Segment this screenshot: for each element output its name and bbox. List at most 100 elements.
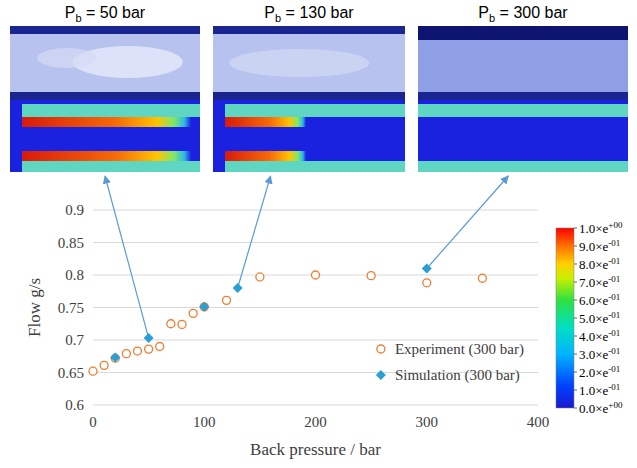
legend: Experiment (300 bar) Simulation (300 bar) <box>376 341 524 384</box>
y-tick-label: 0.9 <box>65 202 84 218</box>
photo-wall <box>213 26 405 34</box>
colorbar-tick <box>574 318 577 319</box>
colorbar-label-exponent: -01 <box>608 292 620 302</box>
annotation-arrow <box>238 176 271 288</box>
colorbar-label-mantissa: 4.0×e <box>579 329 609 344</box>
grid <box>93 210 538 405</box>
colorbar-tick-label: 2.0×e-01 <box>579 364 620 380</box>
data-point <box>312 271 320 279</box>
data-point <box>178 320 186 328</box>
colorbar-label-exponent: -01 <box>608 274 620 284</box>
panel-image <box>213 26 405 172</box>
colorbar-tick <box>574 300 577 301</box>
colorbar-label-exponent: +00 <box>608 220 623 230</box>
colorbar-label-exponent: -01 <box>608 382 620 392</box>
photo-background <box>418 26 628 100</box>
x-tick-label: 300 <box>416 414 439 430</box>
colorbar-label-mantissa: 9.0×e <box>579 239 609 254</box>
data-point <box>200 303 208 311</box>
sim-wall <box>225 104 405 117</box>
grid-line <box>93 405 538 406</box>
annotation-arrow <box>427 176 509 269</box>
colorbar-tick <box>574 408 577 409</box>
panel-title: Pb = 300 bar <box>478 4 568 24</box>
sim-background <box>10 100 200 172</box>
colorbar-tick-label: 5.0×e-01 <box>579 310 620 326</box>
y-tick-label: 0.65 <box>58 365 84 381</box>
sim-wall <box>225 161 405 172</box>
colorbar-tick-label: 1.0×e-01 <box>579 382 620 398</box>
panel-title-main: P <box>478 4 489 21</box>
colorbar-tick <box>574 372 577 373</box>
colorbar-label-mantissa: 8.0×e <box>579 257 609 272</box>
colorbar-tick <box>574 282 577 283</box>
panel-title-rest: = 300 bar <box>495 4 568 21</box>
photo-wall <box>213 92 405 100</box>
data-point <box>367 272 375 280</box>
colorbar-label-exponent: -01 <box>608 364 620 374</box>
annotation-arrow <box>105 176 149 338</box>
panel-title: Pb = 50 bar <box>65 4 146 24</box>
grid-line <box>93 242 538 243</box>
panel-title: Pb = 130 bar <box>264 4 354 24</box>
data-point <box>478 274 486 282</box>
colorbar-label-exponent: -01 <box>608 238 620 248</box>
colorbar-tick <box>574 390 577 391</box>
legend-label: Experiment (300 bar) <box>395 341 524 358</box>
data-point <box>134 347 142 355</box>
colorbar-tick-label: 4.0×e-01 <box>579 328 620 344</box>
colorbar-label-mantissa: 0.0×e <box>579 401 609 416</box>
photo-spray <box>229 49 369 77</box>
data-point <box>189 309 197 317</box>
data-point <box>145 345 153 353</box>
colorbar-tick-label: 7.0×e-01 <box>579 274 620 290</box>
colorbar-tick <box>574 246 577 247</box>
colorbar-label-exponent: -01 <box>608 310 620 320</box>
colorbar-label-mantissa: 5.0×e <box>579 311 609 326</box>
panel-title-main: P <box>264 4 275 21</box>
colorbar-label-mantissa: 2.0×e <box>579 365 609 380</box>
x-tick-label: 400 <box>527 414 550 430</box>
colorbar-label-mantissa: 7.0×e <box>579 275 609 290</box>
colorbar-label-exponent: +00 <box>608 400 623 410</box>
legend-marker <box>376 370 386 380</box>
data-point <box>223 296 231 304</box>
y-axis-title: Flow g/s <box>25 278 44 337</box>
colorbar-tick <box>574 354 577 355</box>
photo-wall <box>418 92 628 100</box>
data-point <box>233 283 243 293</box>
sim-background <box>213 100 405 172</box>
grid-line <box>93 210 538 211</box>
data-point <box>89 367 97 375</box>
sim-wall <box>22 161 200 172</box>
photo-wall <box>418 26 628 40</box>
photo-spray <box>37 48 97 68</box>
y-tick-label: 0.85 <box>58 235 84 251</box>
colorbar-label-mantissa: 1.0×e <box>579 383 609 398</box>
panel-title-main: P <box>65 4 76 21</box>
figure: Pb = 50 bar Pb = 130 bar Pb = 300 bar 0.6 0.… <box>0 0 637 468</box>
colorbar-label-exponent: -01 <box>608 256 620 266</box>
photo-wall <box>10 26 200 34</box>
data-point <box>256 273 264 281</box>
data-point <box>167 320 175 328</box>
sim-jet <box>225 151 306 161</box>
sim-wall <box>22 104 200 117</box>
grid-line <box>93 307 538 308</box>
colorbar-tick-label: 0.0×e+00 <box>579 400 623 416</box>
colorbar-label-exponent: -01 <box>608 328 620 338</box>
sim-jet <box>22 151 191 161</box>
colorbar <box>556 228 574 408</box>
panel-title-rest: = 50 bar <box>82 4 146 21</box>
x-axis-title: Back pressure / bar <box>250 440 381 459</box>
colorbar-tick-label: 1.0×e+00 <box>579 220 623 236</box>
panel-image <box>418 26 628 172</box>
legend-label: Simulation (300 bar) <box>395 367 520 384</box>
y-tick-label: 0.7 <box>65 332 84 348</box>
x-tick-label: 0 <box>89 414 97 430</box>
colorbar-tick <box>574 264 577 265</box>
y-tick-label: 0.6 <box>65 397 84 413</box>
sim-jet <box>22 117 191 127</box>
panel-image <box>10 26 200 172</box>
sim-jet <box>225 117 306 127</box>
